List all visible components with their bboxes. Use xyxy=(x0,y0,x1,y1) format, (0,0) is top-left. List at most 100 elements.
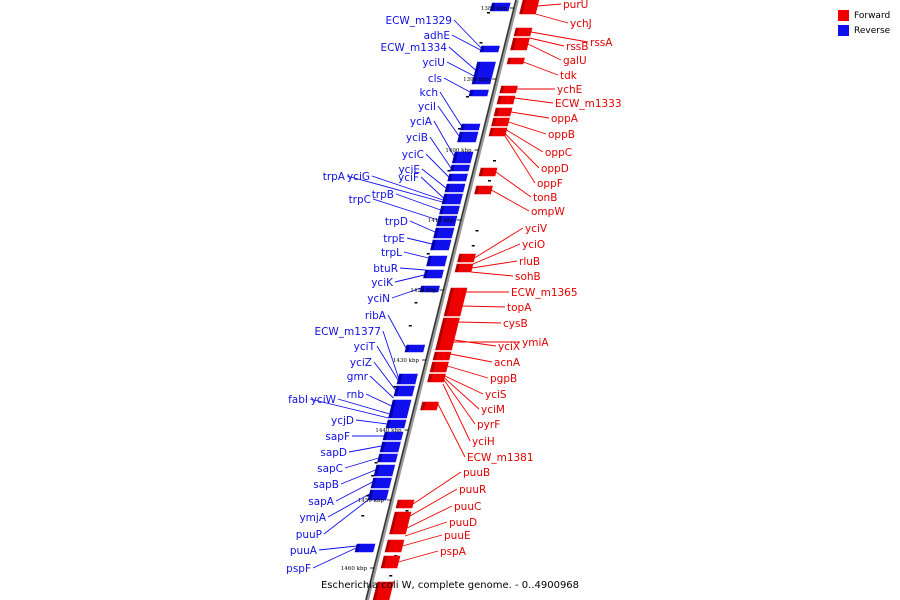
gene-label[interactable]: pspA xyxy=(440,546,467,558)
gene-label[interactable]: yciM xyxy=(481,404,505,416)
gene-label[interactable]: tonB xyxy=(533,192,557,204)
gene-label[interactable]: rssB xyxy=(566,41,588,53)
gene-label[interactable]: trpE xyxy=(383,233,405,245)
forward-gene[interactable] xyxy=(519,0,540,15)
reverse-gene[interactable] xyxy=(382,431,404,441)
reverse-gene[interactable] xyxy=(396,373,418,385)
gene-label[interactable]: galU xyxy=(563,55,587,67)
gene-label[interactable]: rssA xyxy=(590,37,613,49)
forward-gene[interactable] xyxy=(443,295,466,317)
reverse-gene[interactable] xyxy=(430,239,452,251)
gene-label[interactable]: yciW xyxy=(311,394,337,406)
legend-item-forward[interactable]: Forward xyxy=(838,8,890,23)
forward-gene[interactable] xyxy=(454,263,474,273)
gene-label[interactable]: trpC xyxy=(349,194,371,206)
gene-label[interactable]: yciB xyxy=(406,132,428,144)
gene-label[interactable]: ECW_m1329 xyxy=(385,15,452,27)
forward-gene[interactable] xyxy=(432,351,452,361)
forward-gene[interactable] xyxy=(478,167,498,177)
forward-gene[interactable] xyxy=(384,539,405,553)
gene-label[interactable]: yciU xyxy=(422,57,445,69)
reverse-gene[interactable] xyxy=(433,227,455,239)
gene-label[interactable]: puuR xyxy=(459,484,486,496)
gene-label[interactable]: yciC xyxy=(402,149,424,161)
gene-label[interactable]: yciF xyxy=(398,172,419,184)
gene-label[interactable]: yciE xyxy=(398,164,420,176)
forward-gene[interactable] xyxy=(493,107,513,117)
gene-label[interactable]: puuC xyxy=(454,501,481,513)
gene-label[interactable]: ECW_m1377 xyxy=(314,326,381,338)
gene-label[interactable]: ymiA xyxy=(522,337,549,349)
gene-label[interactable]: cysB xyxy=(503,318,528,330)
reverse-gene[interactable] xyxy=(457,131,479,143)
gene-label[interactable]: rluB xyxy=(519,256,540,268)
gene-label[interactable]: yciT xyxy=(354,341,376,353)
forward-gene[interactable] xyxy=(440,317,460,331)
gene-label[interactable]: kch xyxy=(419,87,438,99)
gene-label[interactable]: puuE xyxy=(444,530,471,542)
reverse-gene[interactable] xyxy=(451,151,474,164)
forward-gene[interactable] xyxy=(448,287,468,297)
gene-label[interactable]: tdk xyxy=(560,70,578,82)
reverse-gene[interactable] xyxy=(436,215,458,227)
reverse-gene[interactable] xyxy=(471,61,496,85)
gene-label[interactable]: yciZ xyxy=(350,357,372,369)
gene-label[interactable]: yciI xyxy=(418,101,436,113)
reverse-gene[interactable] xyxy=(489,2,511,12)
gene-label[interactable]: pspF xyxy=(286,563,311,575)
forward-gene[interactable] xyxy=(491,117,510,127)
gene-label[interactable]: ECW_m1381 xyxy=(467,452,534,464)
forward-gene[interactable] xyxy=(389,521,409,535)
gene-label[interactable]: rnb xyxy=(347,389,365,401)
reverse-gene[interactable] xyxy=(379,441,401,453)
gene-label[interactable]: fabI xyxy=(288,394,308,406)
reverse-gene[interactable] xyxy=(439,205,460,215)
gene-label[interactable]: adhE xyxy=(424,30,450,42)
gene-label[interactable]: sohB xyxy=(515,271,541,283)
gene-label[interactable]: cls xyxy=(428,73,442,85)
forward-gene[interactable] xyxy=(429,361,449,373)
gene-label[interactable]: sapC xyxy=(317,463,343,475)
reverse-gene[interactable] xyxy=(447,173,468,182)
reverse-gene[interactable] xyxy=(370,477,392,489)
forward-gene[interactable] xyxy=(427,373,446,383)
forward-gene[interactable] xyxy=(496,95,516,105)
gene-label[interactable]: pyrF xyxy=(477,419,500,431)
gene-label[interactable]: yciS xyxy=(485,389,507,401)
reverse-gene[interactable] xyxy=(449,164,471,172)
gene-label[interactable]: yciH xyxy=(472,436,495,448)
gene-label[interactable]: ECW_m1333 xyxy=(555,98,622,110)
gene-label[interactable]: ompW xyxy=(531,206,565,218)
gene-label[interactable]: oppB xyxy=(548,129,575,141)
gene-label[interactable]: sapF xyxy=(325,431,350,443)
forward-gene[interactable] xyxy=(457,253,476,263)
forward-gene[interactable] xyxy=(380,555,401,569)
reverse-gene[interactable] xyxy=(377,453,398,463)
gene-label[interactable]: acnA xyxy=(494,357,521,369)
gene-label[interactable]: oppD xyxy=(541,163,569,175)
gene-label[interactable]: trpL xyxy=(381,247,402,259)
forward-gene[interactable] xyxy=(510,37,530,51)
reverse-gene[interactable] xyxy=(385,419,407,429)
reverse-gene[interactable] xyxy=(367,489,389,501)
gene-label[interactable]: oppC xyxy=(545,147,572,159)
reverse-gene[interactable] xyxy=(354,543,376,553)
forward-gene[interactable] xyxy=(513,27,533,37)
forward-gene[interactable] xyxy=(474,185,493,195)
reverse-gene[interactable] xyxy=(468,89,489,97)
reverse-gene[interactable] xyxy=(423,269,444,279)
forward-gene[interactable] xyxy=(420,401,439,411)
reverse-gene[interactable] xyxy=(373,464,396,477)
reverse-gene[interactable] xyxy=(460,123,481,131)
gene-label[interactable]: yciG xyxy=(347,171,370,183)
reverse-gene[interactable] xyxy=(393,385,415,397)
gene-label[interactable]: ychJ xyxy=(570,18,592,30)
gene-label[interactable]: ycjD xyxy=(331,415,354,427)
gene-label[interactable]: trpB xyxy=(372,189,394,201)
reverse-gene[interactable] xyxy=(441,193,463,205)
gene-label[interactable]: yciV xyxy=(525,223,548,235)
gene-label[interactable]: yciX xyxy=(498,341,520,353)
reverse-gene[interactable] xyxy=(479,45,500,53)
reverse-gene[interactable] xyxy=(388,399,412,419)
gene-label[interactable]: btuR xyxy=(373,263,398,275)
